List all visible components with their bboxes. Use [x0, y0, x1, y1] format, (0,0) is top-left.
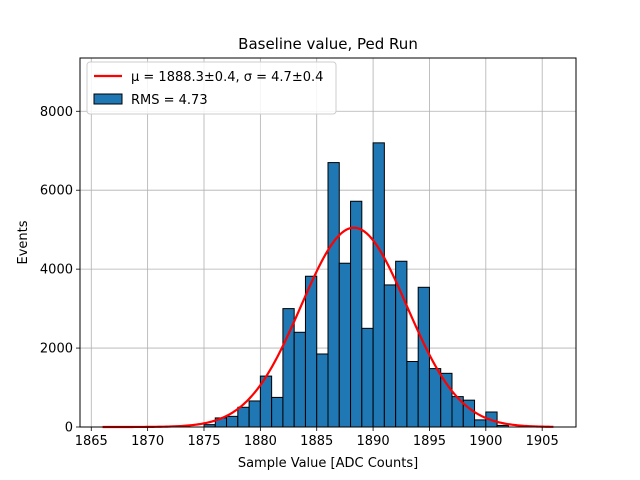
x-tick-label: 1870 [131, 434, 164, 449]
y-tick-label: 6000 [40, 184, 73, 199]
histogram-bar [361, 327, 374, 428]
x-tick-label: 1890 [357, 434, 390, 449]
y-axis-label: Events [16, 220, 31, 264]
y-axis-ticks: 0 2000 4000 6000 8000 [40, 105, 80, 436]
histogram-bar [271, 396, 284, 428]
histogram-bar [327, 162, 340, 428]
histogram-bar [350, 200, 363, 428]
gaussian-fit-curve [102, 226, 554, 429]
histogram-bar [383, 284, 397, 428]
x-tick-label: 1865 [75, 434, 108, 449]
histogram-bar [372, 142, 385, 428]
x-tick-label: 1905 [526, 434, 559, 449]
legend-box [86, 61, 337, 115]
histogram-bar [440, 372, 453, 428]
histogram-bar [248, 400, 261, 428]
histogram-bar [474, 419, 487, 428]
legend-hist-label: RMS = 4.73 [131, 93, 208, 108]
histogram-bar [237, 406, 250, 428]
x-tick-label: 1895 [413, 434, 446, 449]
x-tick-label: 1880 [244, 434, 277, 449]
legend-fit-label: μ = 1888.3±0.4, σ = 4.7±0.4 [131, 70, 323, 85]
legend: μ = 1888.3±0.4, σ = 4.7±0.4 RMS = 4.73 [86, 61, 337, 115]
y-tick-label: 8000 [40, 105, 73, 120]
histogram-bar [293, 331, 306, 428]
histogram-bar [338, 262, 352, 428]
y-tick-label: 0 [65, 421, 73, 436]
x-tick-label: 1900 [469, 434, 502, 449]
histogram-bar [316, 353, 329, 428]
histogram-bar [304, 275, 318, 428]
x-tick-label: 1885 [300, 434, 333, 449]
chart-title: Baseline value, Ped Run [238, 35, 418, 53]
x-axis-label: Sample Value [ADC Counts] [238, 456, 418, 471]
x-axis-ticks: 1865 1870 1875 1880 1885 1890 1895 1900 1905 [75, 427, 559, 449]
y-tick-label: 2000 [40, 342, 73, 357]
histogram-bar [428, 368, 442, 428]
histogram-bar [417, 286, 430, 428]
histogram-bar [226, 415, 239, 428]
plot-frame [79, 57, 577, 428]
legend-hist-swatch [93, 93, 123, 105]
histogram-bar [406, 360, 419, 428]
x-tick-label: 1875 [187, 434, 220, 449]
y-tick-label: 4000 [40, 263, 73, 278]
